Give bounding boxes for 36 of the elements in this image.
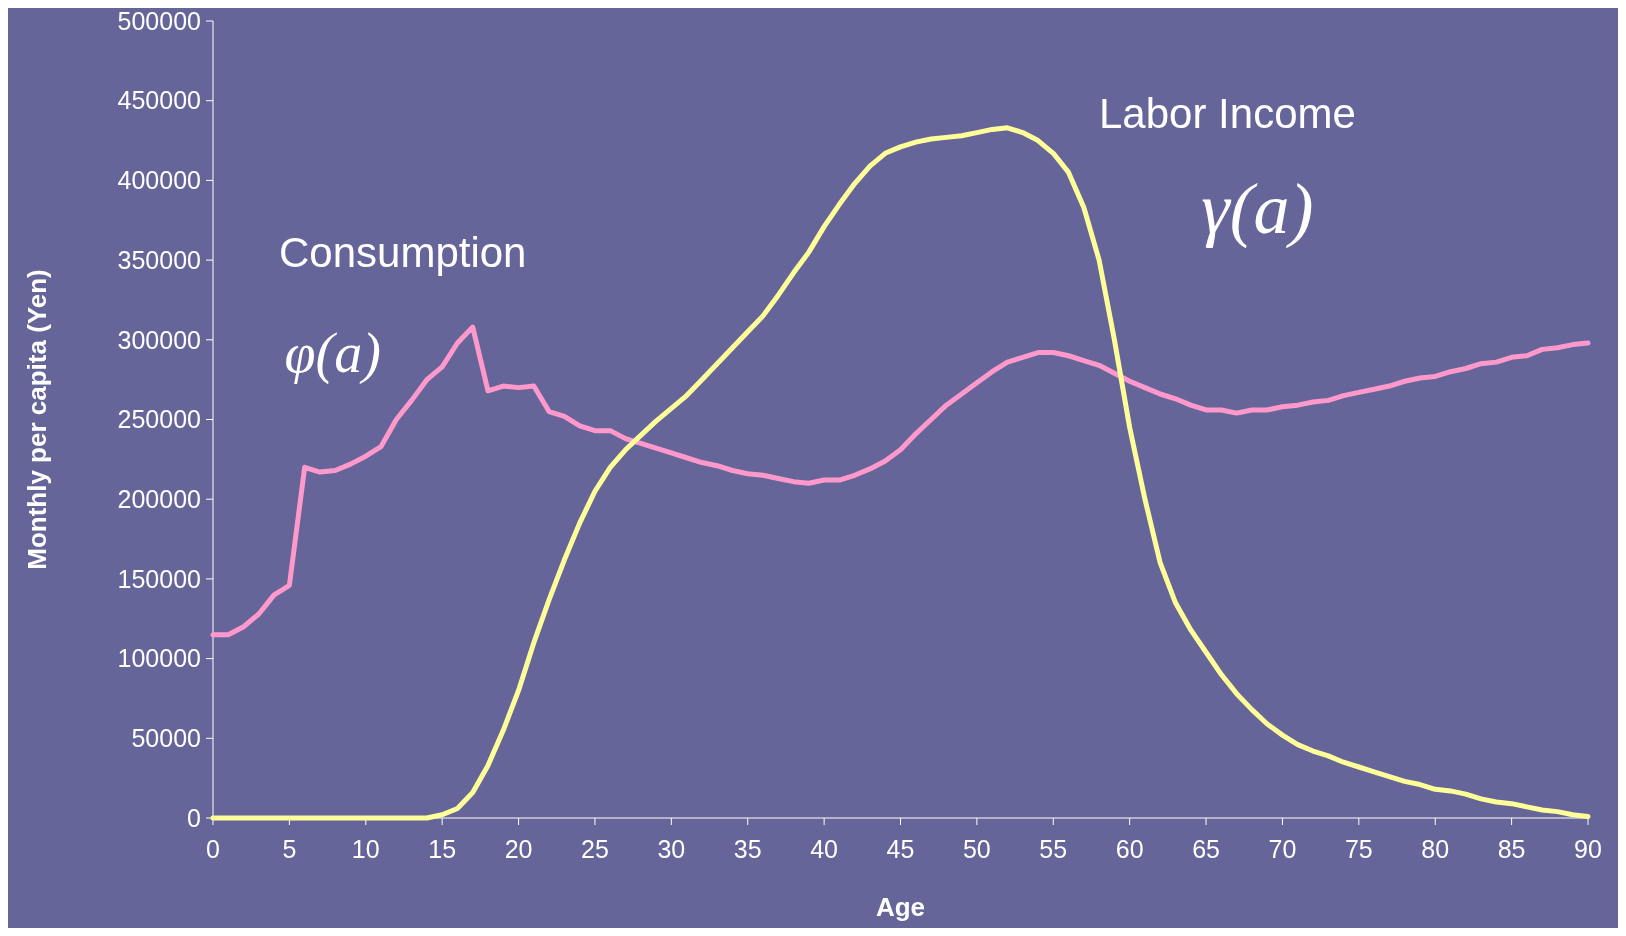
y-axis-title: Monthly per capita (Yen) bbox=[22, 269, 52, 570]
y-tick-label: 50000 bbox=[131, 724, 201, 753]
x-tick-label: 45 bbox=[886, 835, 915, 863]
y-tick-label: 300000 bbox=[117, 325, 201, 354]
x-axis-title: Age bbox=[875, 892, 926, 922]
x-tick-label: 70 bbox=[1268, 835, 1297, 863]
y-tick-label: 200000 bbox=[117, 484, 201, 513]
y-tick-label: 350000 bbox=[117, 245, 201, 274]
annotation: φ(a) bbox=[284, 322, 381, 386]
x-tick-label: 80 bbox=[1421, 835, 1450, 863]
y-tick-label: 500000 bbox=[117, 6, 201, 35]
x-tick-label: 55 bbox=[1039, 835, 1068, 863]
y-tick-label: 250000 bbox=[117, 405, 201, 434]
x-tick-label: 0 bbox=[206, 835, 220, 863]
x-tick-label: 50 bbox=[962, 835, 991, 863]
y-tick-label: 400000 bbox=[117, 166, 201, 195]
x-tick-label: 25 bbox=[581, 835, 609, 863]
series-label: Consumption bbox=[278, 229, 527, 277]
x-tick-label: 65 bbox=[1192, 835, 1220, 863]
series-label: Labor Income bbox=[1099, 89, 1356, 137]
y-tick-label: 450000 bbox=[117, 86, 201, 115]
annotation: γ(a) bbox=[1201, 168, 1314, 249]
y-tick-label: 0 bbox=[187, 803, 201, 832]
x-tick-label: 5 bbox=[282, 835, 297, 863]
x-tick-label: 20 bbox=[504, 835, 533, 863]
y-tick-label: 100000 bbox=[117, 644, 201, 673]
y-tick-label: 150000 bbox=[117, 564, 201, 593]
x-tick-label: 15 bbox=[428, 835, 457, 863]
x-tick-label: 60 bbox=[1115, 835, 1144, 863]
x-tick-label: 10 bbox=[351, 835, 380, 863]
x-tick-label: 40 bbox=[810, 835, 839, 863]
x-tick-label: 35 bbox=[733, 835, 762, 863]
x-tick-label: 75 bbox=[1344, 835, 1373, 863]
x-tick-label: 85 bbox=[1497, 835, 1526, 863]
x-tick-label: 30 bbox=[657, 835, 686, 863]
x-tick-label: 90 bbox=[1574, 835, 1602, 863]
